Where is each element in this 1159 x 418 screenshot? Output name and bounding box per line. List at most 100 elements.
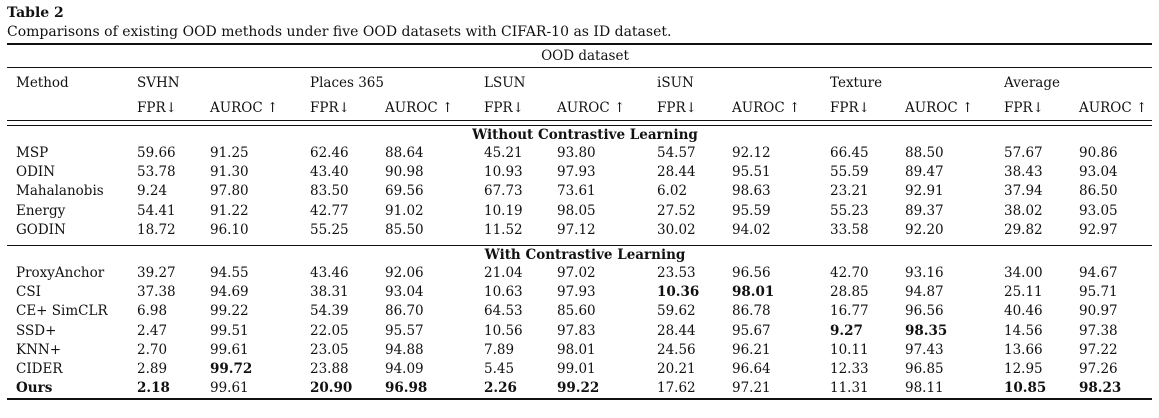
auroc-cell: 97.26: [1079, 361, 1118, 377]
auroc-header: AUROC ↑: [557, 100, 626, 116]
auroc-cell: 97.83: [557, 323, 596, 339]
auroc-cell: 99.61: [210, 342, 249, 358]
fpr-cell: 53.78: [137, 164, 176, 180]
fpr-cell: 2.18: [137, 380, 170, 396]
fpr-cell: 54.41: [137, 203, 176, 219]
auroc-cell: 98.35: [905, 323, 948, 339]
fpr-cell: 29.82: [1004, 222, 1043, 238]
fpr-cell: 20.90: [310, 380, 353, 396]
dataset-header-lsun: LSUN: [484, 75, 526, 91]
auroc-cell: 95.71: [1079, 284, 1118, 300]
method-cell: MSP: [16, 145, 49, 161]
fpr-cell: 11.31: [830, 380, 869, 396]
method-cell: GODIN: [16, 222, 66, 238]
auroc-cell: 97.43: [905, 342, 944, 358]
auroc-cell: 98.01: [557, 342, 596, 358]
fpr-cell: 10.19: [484, 203, 523, 219]
dataset-header-average: Average: [1004, 75, 1060, 91]
method-cell: ODIN: [16, 164, 56, 180]
fpr-cell: 2.47: [137, 323, 168, 339]
fpr-cell: 11.52: [484, 222, 523, 238]
fpr-cell: 27.52: [657, 203, 696, 219]
auroc-cell: 88.64: [385, 145, 424, 161]
method-cell: ProxyAnchor: [16, 265, 105, 281]
auroc-cell: 94.02: [732, 222, 771, 238]
dataset-header-places-365: Places 365: [310, 75, 384, 91]
fpr-cell: 9.27: [830, 323, 863, 339]
auroc-cell: 99.72: [210, 361, 253, 377]
auroc-cell: 97.21: [732, 380, 771, 396]
method-cell: SSD+: [16, 323, 57, 339]
auroc-header: AUROC ↑: [210, 100, 279, 116]
fpr-cell: 10.93: [484, 164, 523, 180]
fpr-cell: 28.44: [657, 323, 696, 339]
auroc-cell: 97.80: [210, 183, 249, 199]
auroc-cell: 92.06: [385, 265, 424, 281]
table-label: Table 2: [7, 5, 64, 21]
fpr-cell: 43.40: [310, 164, 349, 180]
fpr-cell: 9.24: [137, 183, 168, 199]
fpr-cell: 20.21: [657, 361, 696, 377]
auroc-cell: 93.04: [1079, 164, 1118, 180]
fpr-cell: 28.44: [657, 164, 696, 180]
auroc-cell: 97.02: [557, 265, 596, 281]
auroc-cell: 97.93: [557, 284, 596, 300]
auroc-cell: 89.37: [905, 203, 944, 219]
fpr-cell: 23.88: [310, 361, 349, 377]
fpr-cell: 83.50: [310, 183, 349, 199]
fpr-cell: 12.95: [1004, 361, 1043, 377]
fpr-cell: 7.89: [484, 342, 515, 358]
auroc-cell: 96.64: [732, 361, 771, 377]
fpr-cell: 28.85: [830, 284, 869, 300]
auroc-cell: 98.63: [732, 183, 771, 199]
fpr-header: FPR↓: [310, 100, 350, 116]
auroc-cell: 99.51: [210, 323, 249, 339]
auroc-header: AUROC ↑: [385, 100, 454, 116]
dataset-header-svhn: SVHN: [137, 75, 180, 91]
auroc-cell: 99.22: [210, 303, 249, 319]
fpr-cell: 37.94: [1004, 183, 1043, 199]
auroc-cell: 89.47: [905, 164, 944, 180]
auroc-cell: 96.10: [210, 222, 249, 238]
fpr-cell: 62.46: [310, 145, 349, 161]
fpr-cell: 22.05: [310, 323, 349, 339]
fpr-cell: 64.53: [484, 303, 523, 319]
fpr-cell: 18.72: [137, 222, 176, 238]
auroc-cell: 97.12: [557, 222, 596, 238]
method-cell: Ours: [16, 380, 53, 396]
fpr-cell: 34.00: [1004, 265, 1043, 281]
fpr-cell: 66.45: [830, 145, 869, 161]
auroc-cell: 94.69: [210, 284, 249, 300]
fpr-cell: 33.58: [830, 222, 869, 238]
auroc-cell: 91.30: [210, 164, 249, 180]
fpr-cell: 37.38: [137, 284, 176, 300]
auroc-cell: 97.38: [1079, 323, 1118, 339]
fpr-cell: 45.21: [484, 145, 523, 161]
method-cell: CE+ SimCLR: [16, 303, 108, 319]
table-caption: Comparisons of existing OOD methods unde…: [7, 24, 672, 40]
method-cell: CIDER: [16, 361, 63, 377]
auroc-cell: 99.61: [210, 380, 249, 396]
section-rule: [7, 245, 1152, 246]
fpr-cell: 54.57: [657, 145, 696, 161]
fpr-cell: 38.02: [1004, 203, 1043, 219]
auroc-cell: 94.55: [210, 265, 249, 281]
fpr-cell: 17.62: [657, 380, 696, 396]
fpr-cell: 67.73: [484, 183, 523, 199]
fpr-cell: 30.02: [657, 222, 696, 238]
auroc-cell: 95.57: [385, 323, 424, 339]
auroc-cell: 88.50: [905, 145, 944, 161]
group-rule: [7, 67, 1152, 68]
top-rule: [7, 43, 1152, 45]
auroc-cell: 90.97: [1079, 303, 1118, 319]
fpr-cell: 10.11: [830, 342, 869, 358]
fpr-cell: 38.43: [1004, 164, 1043, 180]
auroc-cell: 96.85: [905, 361, 944, 377]
auroc-cell: 86.70: [385, 303, 424, 319]
auroc-cell: 99.22: [557, 380, 600, 396]
auroc-cell: 96.21: [732, 342, 771, 358]
auroc-cell: 99.01: [557, 361, 596, 377]
auroc-cell: 93.04: [385, 284, 424, 300]
auroc-cell: 95.59: [732, 203, 771, 219]
